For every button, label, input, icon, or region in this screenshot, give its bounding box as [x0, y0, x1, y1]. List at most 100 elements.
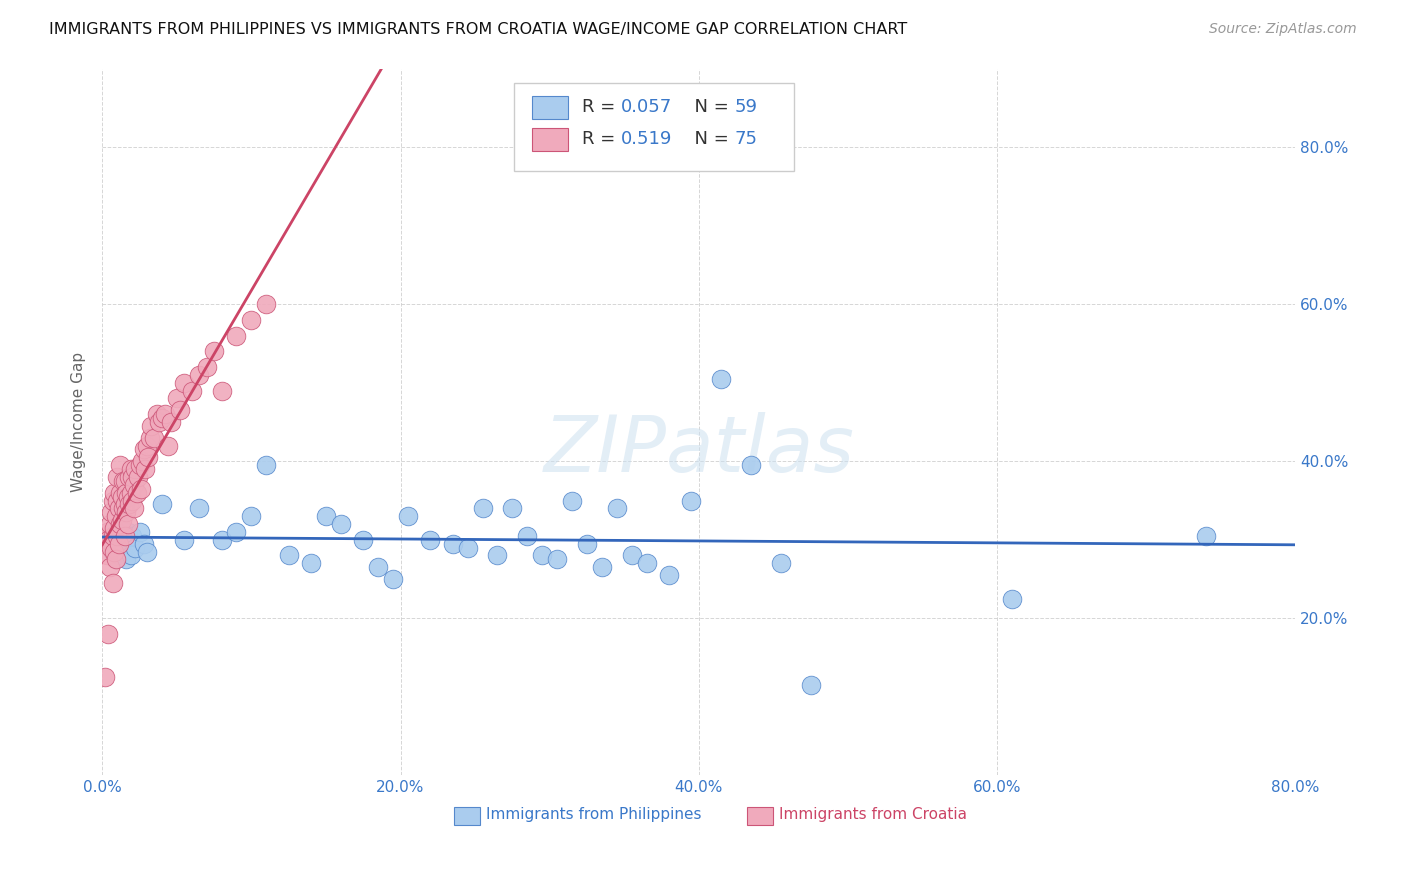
Point — [121, 529, 143, 543]
Point — [114, 529, 136, 543]
Point — [138, 450, 160, 465]
Point — [254, 458, 277, 472]
Point — [202, 344, 225, 359]
Point — [575, 537, 598, 551]
Point — [97, 537, 120, 551]
Point — [173, 376, 195, 390]
Point — [100, 533, 122, 547]
Point — [681, 493, 703, 508]
Point — [188, 368, 211, 382]
Point — [134, 462, 156, 476]
Point — [419, 533, 441, 547]
Point — [531, 549, 554, 563]
Point — [396, 509, 419, 524]
Point — [122, 501, 145, 516]
Point — [118, 498, 141, 512]
Y-axis label: Wage/Income Gap: Wage/Income Gap — [72, 352, 86, 492]
Text: 0.057: 0.057 — [621, 98, 672, 116]
Point — [315, 509, 337, 524]
Point — [367, 560, 389, 574]
Point — [606, 501, 628, 516]
Point — [129, 482, 152, 496]
Point — [110, 513, 132, 527]
FancyBboxPatch shape — [454, 806, 481, 825]
Point — [486, 549, 509, 563]
Point — [254, 297, 277, 311]
Point — [471, 501, 494, 516]
Point — [159, 415, 181, 429]
Point — [93, 537, 115, 551]
Point — [115, 505, 138, 519]
Point — [101, 544, 124, 558]
Point — [117, 490, 139, 504]
Point — [98, 517, 121, 532]
Text: IMMIGRANTS FROM PHILIPPINES VS IMMIGRANTS FROM CROATIA WAGE/INCOME GAP CORRELATI: IMMIGRANTS FROM PHILIPPINES VS IMMIGRANT… — [49, 22, 907, 37]
Point — [441, 537, 464, 551]
Point — [105, 493, 128, 508]
Point — [97, 533, 120, 547]
Point — [169, 403, 191, 417]
Point — [110, 490, 132, 504]
Point — [188, 501, 211, 516]
Point — [132, 537, 155, 551]
Point — [240, 313, 263, 327]
Point — [132, 442, 155, 457]
Point — [100, 541, 122, 555]
Point — [136, 544, 159, 558]
Text: R =: R = — [582, 98, 621, 116]
Point — [118, 470, 141, 484]
Point — [96, 524, 118, 539]
Point — [352, 533, 374, 547]
Point — [100, 505, 122, 519]
Point — [128, 524, 150, 539]
Point — [195, 359, 218, 374]
FancyBboxPatch shape — [531, 128, 568, 151]
Point — [146, 407, 169, 421]
FancyBboxPatch shape — [531, 95, 568, 119]
Point — [124, 541, 146, 555]
Point — [211, 533, 233, 547]
Point — [658, 568, 681, 582]
Text: Source: ZipAtlas.com: Source: ZipAtlas.com — [1209, 22, 1357, 37]
Point — [180, 384, 202, 398]
Point — [108, 517, 131, 532]
Point — [166, 392, 188, 406]
Point — [108, 458, 131, 472]
Point — [101, 493, 124, 508]
Point — [114, 533, 136, 547]
Point — [329, 517, 352, 532]
Point — [103, 485, 125, 500]
Point — [108, 517, 131, 532]
Point — [740, 458, 762, 472]
Point — [636, 557, 658, 571]
Point — [120, 485, 142, 500]
Point — [128, 458, 150, 472]
Point — [120, 462, 142, 476]
Point — [277, 549, 299, 563]
Point — [1195, 529, 1218, 543]
FancyBboxPatch shape — [747, 806, 773, 825]
Point — [105, 541, 128, 555]
Point — [107, 501, 129, 516]
Text: Immigrants from Croatia: Immigrants from Croatia — [779, 806, 967, 822]
Text: 0.519: 0.519 — [621, 130, 672, 148]
Point — [561, 493, 583, 508]
Text: ZIPatlas: ZIPatlas — [543, 412, 855, 488]
Point — [124, 462, 146, 476]
Text: N =: N = — [683, 98, 735, 116]
Point — [121, 470, 143, 484]
Point — [127, 470, 149, 484]
Point — [107, 537, 129, 551]
Point — [114, 498, 136, 512]
Point — [105, 470, 128, 484]
Point — [112, 544, 135, 558]
Point — [211, 384, 233, 398]
Point — [173, 533, 195, 547]
Point — [501, 501, 523, 516]
Point — [105, 529, 128, 543]
Point — [382, 572, 405, 586]
Point — [104, 509, 127, 524]
Point — [240, 509, 263, 524]
Point — [101, 529, 124, 543]
Point — [121, 493, 143, 508]
